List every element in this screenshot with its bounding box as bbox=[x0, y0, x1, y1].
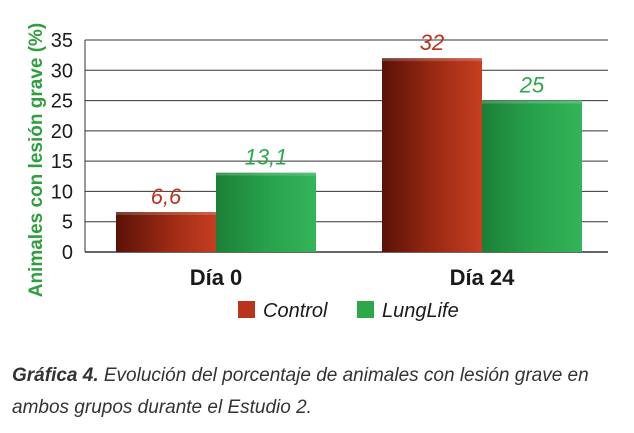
data-label: 32 bbox=[420, 30, 444, 55]
y-tick-label: 10 bbox=[51, 181, 73, 203]
bar-lunglife-0 bbox=[216, 172, 316, 252]
y-tick-label: 35 bbox=[51, 30, 73, 52]
data-label: 13,1 bbox=[245, 145, 288, 170]
y-tick-label: 5 bbox=[62, 212, 73, 234]
bar-highlight bbox=[216, 172, 316, 176]
y-tick-label: 25 bbox=[51, 91, 73, 113]
y-tick-label: 15 bbox=[51, 151, 73, 173]
y-tick-label: 0 bbox=[62, 242, 73, 264]
legend-swatch-control bbox=[238, 301, 255, 318]
legend-label-lunglife: LungLife bbox=[382, 300, 459, 322]
x-tick-label: Día 24 bbox=[450, 265, 516, 290]
caption-text: Evolución del porcentaje de animales con… bbox=[12, 365, 589, 418]
legend-swatch-lunglife bbox=[357, 301, 374, 318]
y-axis-label: Animales con lesión grave (%) bbox=[26, 23, 47, 298]
y-tick-label: 30 bbox=[51, 60, 73, 82]
legend: Control LungLife bbox=[238, 300, 459, 322]
data-label: 25 bbox=[519, 73, 545, 98]
bar-lunglife-1 bbox=[482, 100, 582, 252]
chart-caption: Gráfica 4. Evolución del porcentaje de a… bbox=[12, 360, 622, 424]
y-tick-label: 20 bbox=[51, 121, 73, 143]
bar-highlight bbox=[482, 100, 582, 104]
caption-title: Gráfica 4. bbox=[12, 365, 99, 386]
data-label: 6,6 bbox=[151, 184, 182, 209]
legend-label-control: Control bbox=[263, 300, 328, 322]
bar-highlight bbox=[116, 212, 216, 216]
bar-control-0 bbox=[116, 212, 216, 252]
bar-control-1 bbox=[382, 58, 482, 252]
x-tick-label: Día 0 bbox=[190, 265, 243, 290]
bar-highlight bbox=[382, 58, 482, 62]
bar-chart: 0 5 10 15 20 25 30 35 6,6 13,1 Día 0 32 25 Día 24 An… bbox=[26, 23, 608, 322]
